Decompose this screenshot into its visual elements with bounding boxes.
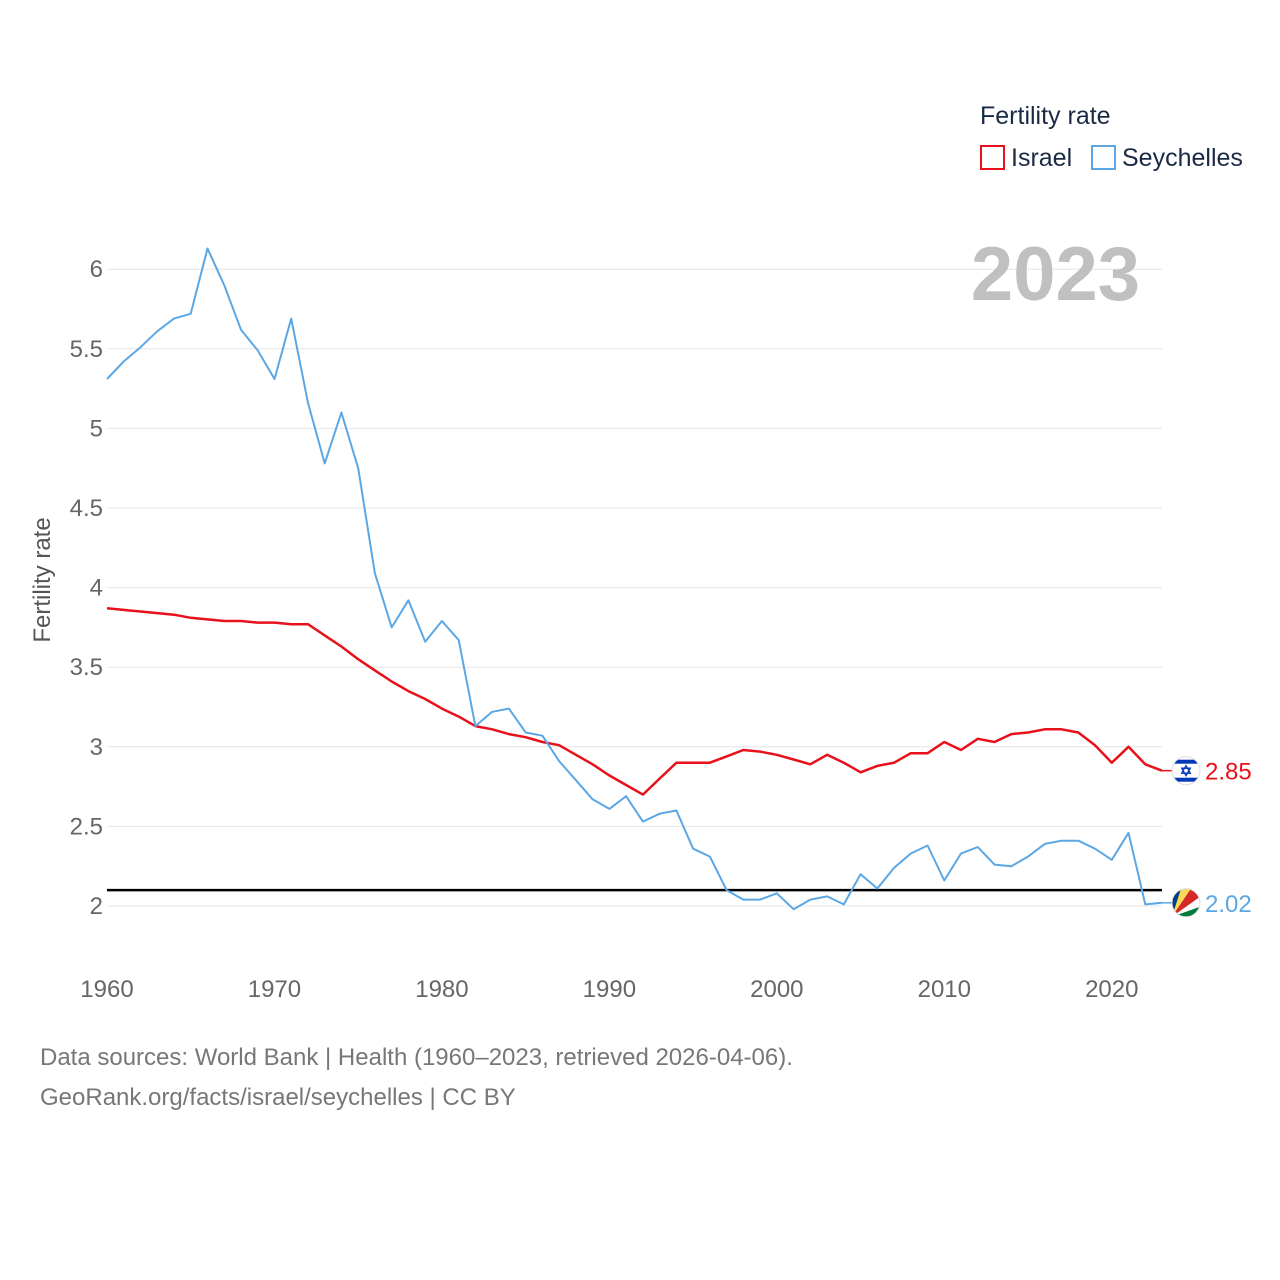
y-axis-ticks: 2 2.5 3 3.5 4 4.5 5 5.5 6 — [70, 256, 103, 920]
seychelles-flag-icon — [1171, 888, 1201, 918]
x-tick-label: 1990 — [583, 976, 636, 1003]
series-lines — [106, 247, 1163, 911]
y-tick-label: 4 — [90, 575, 103, 602]
footer-attribution: GeoRank.org/facts/israel/seychelles | CC… — [40, 1084, 516, 1111]
x-tick-label: 1970 — [248, 976, 301, 1003]
y-tick-label: 4.5 — [70, 495, 103, 522]
series-line-seychelles — [106, 247, 1163, 911]
legend-title: Fertility rate — [980, 102, 1111, 130]
end-label-israel: 2.85 — [1205, 759, 1252, 786]
year-display: 2023 — [971, 232, 1140, 317]
y-tick-label: 6 — [90, 256, 103, 283]
legend: Fertility rate Israel Seychelles — [980, 102, 1243, 172]
gridlines — [107, 268, 1162, 907]
y-tick-label: 5.5 — [70, 336, 103, 363]
x-tick-label: 1960 — [80, 976, 133, 1003]
x-tick-label: 1980 — [415, 976, 468, 1003]
y-tick-label: 2.5 — [70, 813, 103, 840]
series-end-labels: 2.85 2.02 — [1162, 756, 1252, 918]
israel-flag-icon — [1171, 756, 1201, 786]
x-tick-label: 2010 — [918, 976, 971, 1003]
legend-item-israel[interactable]: Israel — [980, 144, 1072, 172]
end-label-seychelles: 2.02 — [1205, 891, 1252, 918]
x-axis-ticks: 1960 1970 1980 1990 2000 2010 2020 — [80, 976, 1138, 1003]
legend-label-seychelles: Seychelles — [1122, 144, 1243, 172]
footer-sources: Data sources: World Bank | Health (1960–… — [40, 1044, 793, 1071]
y-tick-label: 3.5 — [70, 654, 103, 681]
legend-swatch-seychelles — [1091, 145, 1116, 170]
legend-label-israel: Israel — [1011, 144, 1072, 172]
y-tick-label: 3 — [90, 734, 103, 761]
y-tick-label: 5 — [90, 415, 103, 442]
y-axis-title: Fertility rate — [29, 517, 56, 642]
y-tick-label: 2 — [90, 893, 103, 920]
x-tick-label: 2020 — [1085, 976, 1138, 1003]
x-tick-label: 2000 — [750, 976, 803, 1003]
legend-swatch-israel — [980, 145, 1005, 170]
series-line-israel — [106, 607, 1163, 796]
legend-item-seychelles[interactable]: Seychelles — [1091, 144, 1243, 172]
